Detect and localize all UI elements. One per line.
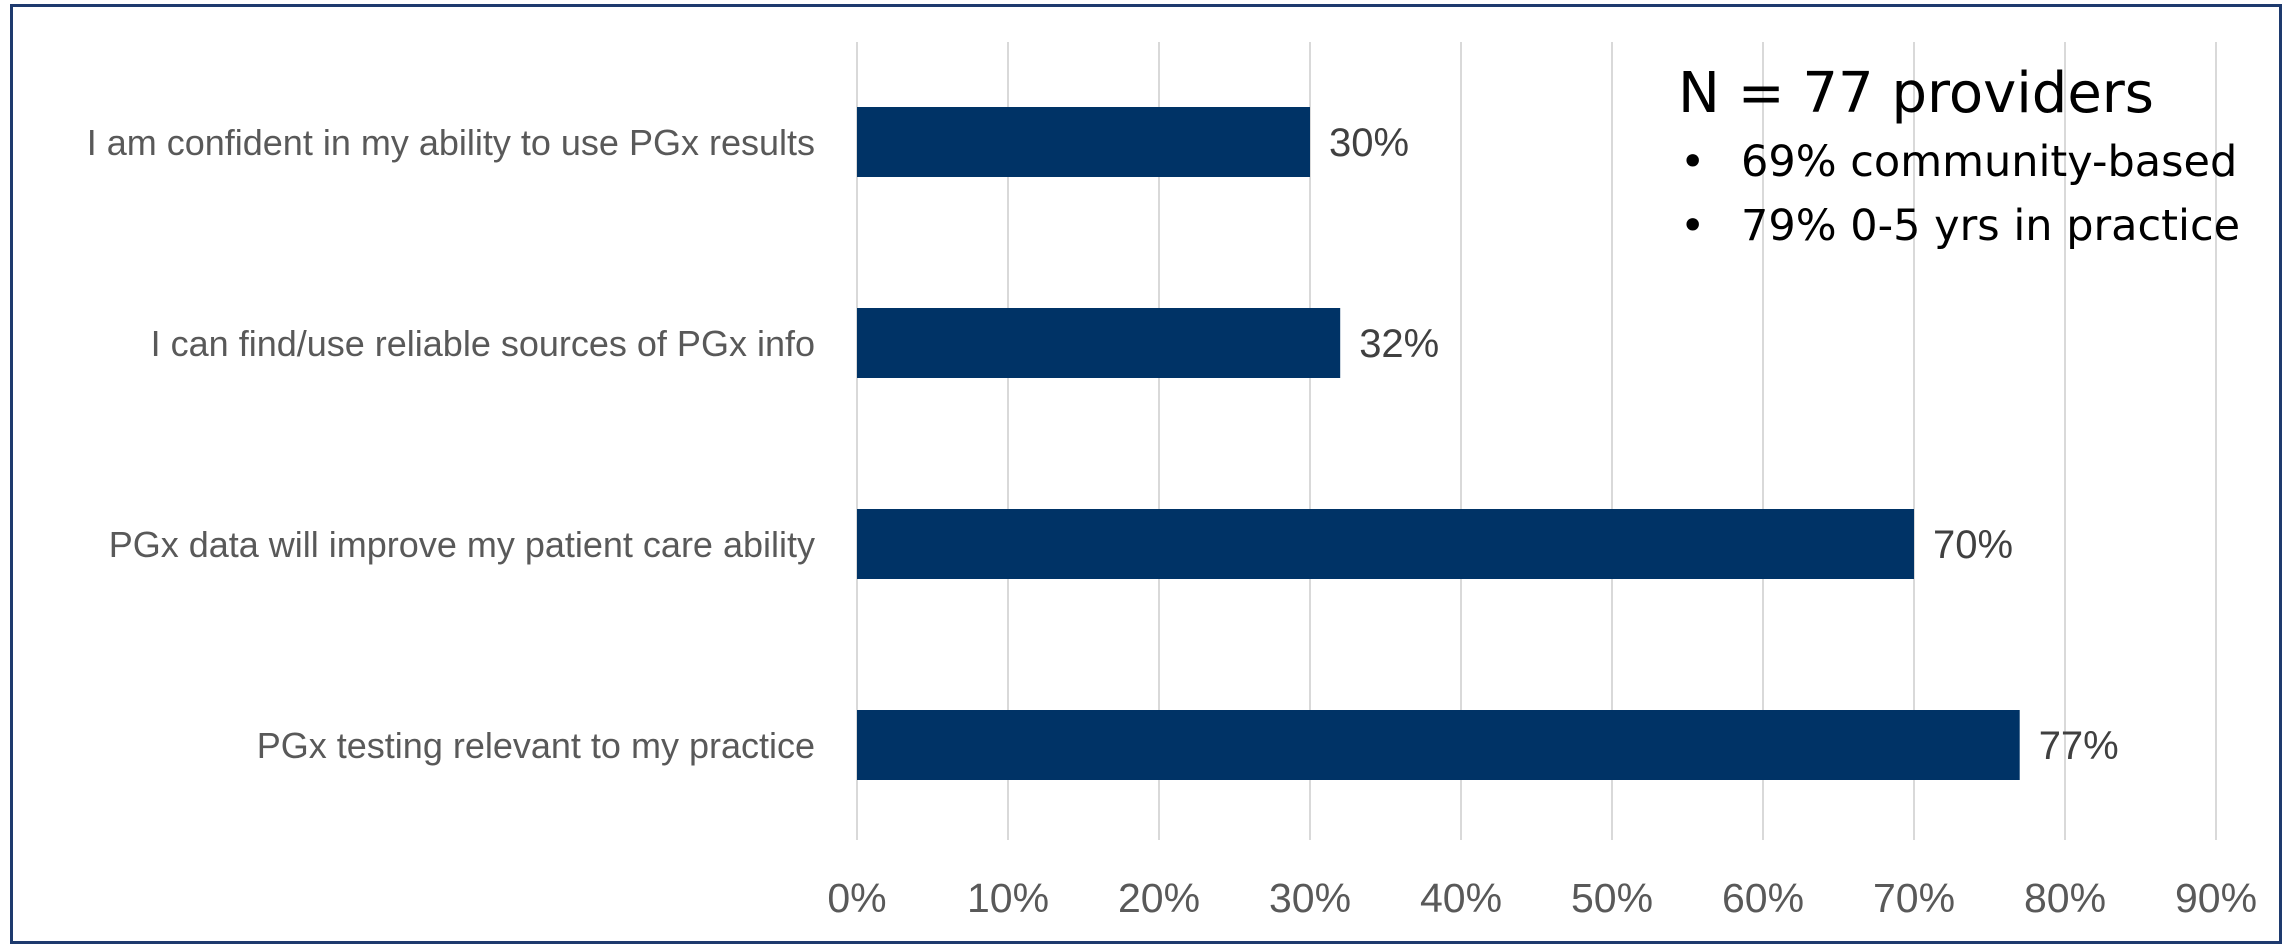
data-label: 30% — [1329, 121, 1409, 165]
info-bullet-text: 79% 0-5 yrs in practice — [1741, 201, 2240, 251]
x-tick-label: 30% — [1269, 875, 1351, 921]
x-tick-labels: 0% 10% 20% 30% 40% 50% 60% 70% 80% 90% — [827, 875, 2257, 921]
x-tick-label: 70% — [1873, 875, 1955, 921]
info-bullet-text: 69% community-based — [1741, 137, 2237, 187]
info-box: N = 77 providers • 69% community-based •… — [1678, 58, 2278, 258]
data-label: 32% — [1359, 322, 1439, 366]
info-bullet-list: • 69% community-based • 79% 0-5 yrs in p… — [1678, 130, 2278, 258]
x-tick-label: 80% — [2024, 875, 2106, 921]
category-label: PGx data will improve my patient care ab… — [109, 524, 815, 565]
x-tick-label: 90% — [2175, 875, 2257, 921]
data-label: 70% — [1933, 523, 2013, 567]
bullet-icon: • — [1680, 194, 1705, 258]
category-label: PGx testing relevant to my practice — [257, 725, 815, 766]
bar — [857, 509, 1914, 579]
x-tick-label: 10% — [967, 875, 1049, 921]
bullet-icon: • — [1680, 130, 1705, 194]
bar — [857, 308, 1340, 378]
bar — [857, 710, 2020, 780]
info-bullet-item: • 69% community-based — [1678, 130, 2278, 194]
data-label: 77% — [2039, 724, 2119, 768]
x-tick-label: 50% — [1571, 875, 1653, 921]
bar — [857, 107, 1310, 177]
x-tick-label: 60% — [1722, 875, 1804, 921]
x-tick-label: 40% — [1420, 875, 1502, 921]
info-title: N = 77 providers — [1678, 58, 2278, 130]
x-tick-label: 0% — [827, 875, 886, 921]
info-bullet-item: • 79% 0-5 yrs in practice — [1678, 194, 2278, 258]
x-tick-label: 20% — [1118, 875, 1200, 921]
category-labels: I am confident in my ability to use PGx … — [87, 122, 815, 766]
category-label: I can find/use reliable sources of PGx i… — [151, 323, 815, 364]
category-label: I am confident in my ability to use PGx … — [87, 122, 815, 163]
